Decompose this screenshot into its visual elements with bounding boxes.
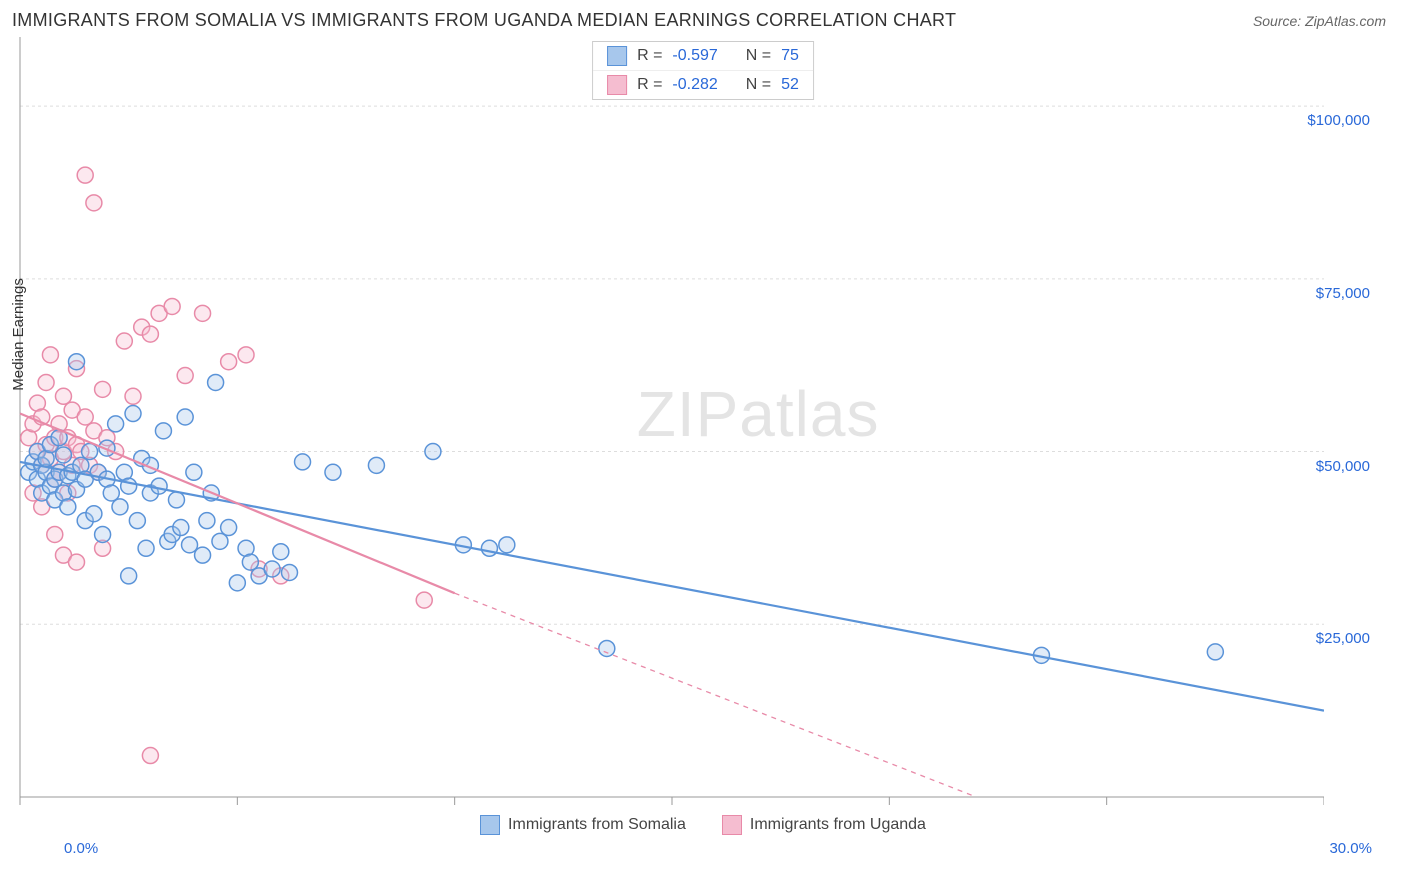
stat-legend: R = -0.597 N = 75 R = -0.282 N = 52 (592, 41, 814, 100)
stat-label-r: R = (637, 47, 662, 65)
x-axis-labels: 0.0% 30.0% (64, 840, 1372, 857)
legend-swatch-somalia (607, 46, 627, 66)
y-tick-label: $25,000 (1316, 630, 1370, 647)
y-tick-label: $50,000 (1316, 458, 1370, 475)
stat-legend-row: R = -0.282 N = 52 (593, 70, 813, 99)
legend-item-uganda: Immigrants from Uganda (722, 815, 926, 835)
stat-label-r: R = (637, 76, 662, 94)
legend-label: Immigrants from Somalia (508, 816, 686, 834)
x-min-label: 0.0% (64, 840, 98, 857)
scatter-chart (14, 37, 1324, 817)
stat-label-n: N = (746, 76, 771, 94)
chart-header: IMMIGRANTS FROM SOMALIA VS IMMIGRANTS FR… (0, 0, 1406, 37)
legend-item-somalia: Immigrants from Somalia (480, 815, 686, 835)
legend-label: Immigrants from Uganda (750, 816, 926, 834)
bottom-legend: Immigrants from Somalia Immigrants from … (14, 815, 1392, 835)
chart-title: IMMIGRANTS FROM SOMALIA VS IMMIGRANTS FR… (12, 10, 956, 31)
y-tick-label: $100,000 (1307, 112, 1370, 129)
stat-label-n: N = (746, 47, 771, 65)
x-max-label: 30.0% (1329, 840, 1372, 857)
chart-area: Median Earnings ZIPatlas R = -0.597 N = … (14, 37, 1392, 857)
legend-swatch-icon (722, 815, 742, 835)
y-tick-label: $75,000 (1316, 285, 1370, 302)
stat-n-value: 75 (781, 47, 799, 65)
stat-legend-row: R = -0.597 N = 75 (593, 42, 813, 70)
chart-source: Source: ZipAtlas.com (1253, 13, 1386, 29)
stat-n-value: 52 (781, 76, 799, 94)
y-axis-label: Median Earnings (10, 278, 27, 391)
stat-r-value: -0.282 (672, 76, 717, 94)
stat-r-value: -0.597 (672, 47, 717, 65)
legend-swatch-icon (480, 815, 500, 835)
legend-swatch-uganda (607, 75, 627, 95)
